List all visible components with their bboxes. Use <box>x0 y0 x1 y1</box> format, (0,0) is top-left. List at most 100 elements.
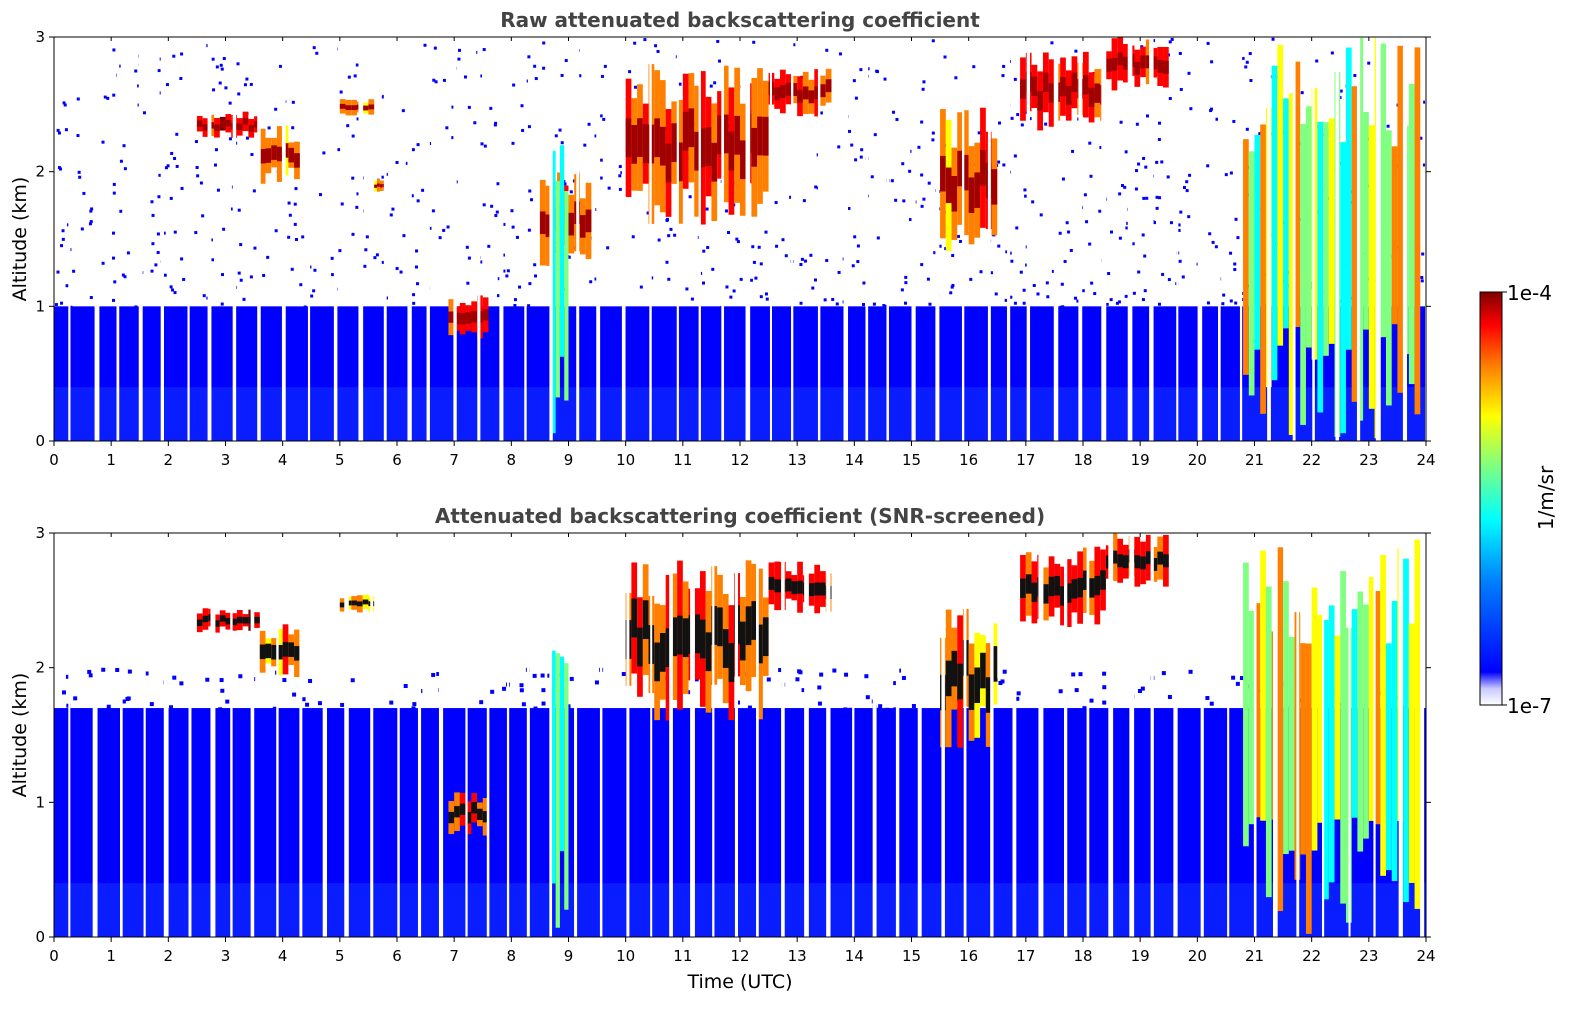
cloud-core <box>196 120 203 127</box>
cloud-core <box>665 628 672 668</box>
cloud-core <box>545 214 552 238</box>
y-tick-label: 2 <box>35 659 45 677</box>
noise-pixel <box>311 716 316 721</box>
noise-pixel <box>351 134 355 138</box>
noise-pixel <box>730 754 735 759</box>
noise-pixel <box>1248 52 1252 56</box>
noise-pixel <box>917 145 921 149</box>
cloud-core <box>722 114 729 154</box>
noise-pixel <box>73 696 78 701</box>
noise-pixel <box>1163 769 1168 774</box>
noise-pixel <box>594 709 599 714</box>
noise-pixel <box>451 105 455 109</box>
backscatter-feature <box>1265 586 1272 898</box>
noise-pixel <box>819 111 823 115</box>
backscatter-feature <box>1248 151 1255 396</box>
data-gap <box>486 533 490 937</box>
noise-pixel <box>1170 37 1174 41</box>
noise-pixel <box>850 143 854 147</box>
noise-pixel <box>179 681 184 686</box>
noise-pixel <box>381 175 385 179</box>
noise-pixel <box>493 123 497 127</box>
noise-pixel <box>594 277 598 281</box>
noise-pixel <box>287 235 291 239</box>
noise-pixel <box>859 68 863 72</box>
noise-pixel <box>894 198 898 202</box>
noise-pixel <box>215 65 219 69</box>
noise-pixel <box>671 709 676 714</box>
noise-pixel <box>1420 279 1424 283</box>
data-gap <box>599 533 603 937</box>
noise-pixel <box>432 78 436 82</box>
noise-pixel <box>58 760 63 765</box>
noise-pixel <box>56 270 60 274</box>
noise-pixel <box>1110 230 1114 234</box>
noise-pixel <box>220 688 225 693</box>
noise-pixel <box>243 83 247 87</box>
cloud-core <box>785 82 792 96</box>
noise-pixel <box>949 748 954 753</box>
noise-pixel <box>1109 298 1113 302</box>
noise-pixel <box>60 771 65 776</box>
noise-pixel <box>134 305 138 309</box>
cloud-core <box>751 601 758 640</box>
noise-pixel <box>1107 271 1111 275</box>
noise-pixel <box>1422 163 1426 167</box>
noise-pixel <box>998 681 1003 686</box>
noise-pixel <box>1131 242 1135 246</box>
noise-pixel <box>1187 71 1191 75</box>
noise-pixel <box>790 709 795 714</box>
noise-pixel <box>301 697 306 702</box>
cloud-core <box>265 148 272 163</box>
noise-pixel <box>1211 240 1215 244</box>
cloud-core <box>1151 56 1158 70</box>
cloud-core <box>459 313 466 325</box>
noise-pixel <box>997 121 1001 125</box>
data-gap <box>187 37 190 441</box>
cloud-core <box>1083 570 1089 590</box>
cloud-core <box>539 211 546 235</box>
noise-pixel <box>62 767 67 772</box>
noise-pixel <box>527 55 531 59</box>
noise-pixel <box>1008 251 1012 255</box>
data-gap <box>669 533 673 937</box>
noise-pixel <box>1209 701 1214 706</box>
noise-pixel <box>411 148 415 152</box>
noise-pixel <box>495 791 500 796</box>
noise-pixel <box>1221 302 1225 306</box>
backscatter-feature <box>559 656 565 852</box>
x-tick-label: 1 <box>106 451 116 469</box>
noise-pixel <box>56 128 60 132</box>
colorbar-min-label: 1e-7 <box>1507 694 1552 718</box>
noise-pixel <box>420 759 425 764</box>
noise-pixel <box>569 676 574 681</box>
noise-pixel <box>633 41 637 45</box>
noise-pixel <box>609 756 614 761</box>
noise-pixel <box>735 237 739 241</box>
noise-pixel <box>101 709 106 714</box>
backscatter-feature <box>1323 122 1329 356</box>
noise-pixel <box>1224 173 1228 177</box>
noise-pixel <box>452 728 457 733</box>
noise-pixel <box>992 782 997 787</box>
data-gap <box>650 533 653 937</box>
noise-pixel <box>956 234 960 238</box>
noise-pixel <box>967 788 972 793</box>
noise-pixel <box>1135 122 1139 126</box>
noise-pixel <box>803 259 807 263</box>
noise-pixel <box>294 237 298 241</box>
noise-pixel <box>400 781 405 786</box>
data-gap <box>1127 37 1133 441</box>
noise-pixel <box>843 707 848 712</box>
noise-pixel <box>389 700 394 705</box>
cloud-core <box>740 140 746 180</box>
noise-pixel <box>1144 165 1148 169</box>
noise-pixel <box>868 770 873 775</box>
cloud-core <box>802 86 809 100</box>
noise-pixel <box>902 199 906 203</box>
noise-pixel <box>249 275 253 279</box>
cloud-core <box>625 118 632 158</box>
data-gap <box>207 37 212 441</box>
noise-pixel <box>355 205 359 209</box>
noise-pixel <box>490 204 494 208</box>
